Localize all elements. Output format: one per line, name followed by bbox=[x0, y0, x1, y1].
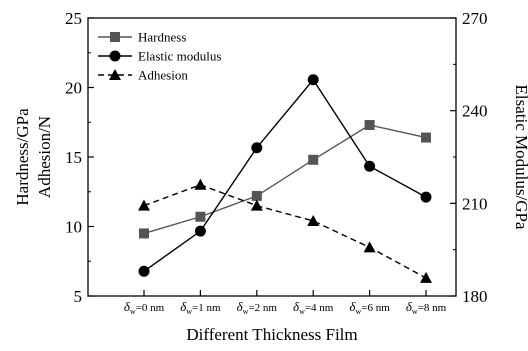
x-tick-label: δw=6 nm bbox=[349, 299, 390, 316]
x-tick-label: δw=0 nm bbox=[124, 299, 165, 316]
data-point-adhesion bbox=[420, 271, 432, 283]
x-tick-value: =1 nm bbox=[192, 302, 221, 314]
data-point-hardness bbox=[308, 154, 319, 165]
x-tick-subscript: w bbox=[243, 307, 249, 316]
x-tick-value: =2 nm bbox=[248, 302, 277, 314]
series-line-adhesion bbox=[143, 184, 427, 279]
legend-marker-elastic-modulus bbox=[109, 50, 121, 62]
x-tick-value: =0 nm bbox=[136, 302, 165, 314]
series-line-hardness bbox=[143, 124, 427, 235]
x-tick-subscript: w bbox=[130, 307, 136, 316]
data-point-elastic-modulus bbox=[194, 225, 206, 237]
x-tick-label: δw=4 nm bbox=[293, 299, 334, 316]
x-tick-label: δw=2 nm bbox=[237, 299, 278, 316]
left-tick-label: 10 bbox=[65, 218, 82, 237]
x-tick-value: =6 nm bbox=[361, 302, 390, 314]
data-point-adhesion bbox=[307, 214, 320, 226]
right-tick-label: 270 bbox=[462, 9, 488, 28]
left-axis-title-hardness: Hardness/GPa bbox=[13, 108, 32, 206]
x-tick-subscript: w bbox=[186, 307, 192, 316]
data-point-adhesion bbox=[363, 241, 376, 253]
left-axis-title-adhesion: Adhesion/N bbox=[35, 116, 54, 198]
x-tick-symbol: δ bbox=[124, 299, 131, 314]
legend-label-elastic-modulus: Elastic modulus bbox=[138, 49, 221, 64]
series-line-elastic-modulus bbox=[143, 78, 427, 272]
legend-label-adhesion: Adhesion bbox=[138, 68, 188, 83]
left-tick-label: 5 bbox=[74, 287, 83, 306]
right-tick-label: 210 bbox=[462, 194, 488, 213]
legend-marker-hardness bbox=[110, 32, 120, 42]
x-tick-label: δw=1 nm bbox=[180, 299, 221, 316]
right-tick-label: 180 bbox=[462, 287, 488, 306]
left-tick-label: 20 bbox=[65, 79, 82, 98]
x-tick-subscript: w bbox=[299, 307, 305, 316]
x-axis-title: Different Thickness Film bbox=[186, 325, 357, 344]
data-point-adhesion bbox=[138, 199, 150, 211]
data-point-hardness bbox=[139, 228, 149, 239]
data-point-elastic-modulus bbox=[251, 142, 263, 154]
x-tick-value: =8 nm bbox=[418, 302, 447, 314]
legend-label-hardness: Hardness bbox=[138, 30, 186, 45]
data-point-adhesion bbox=[194, 178, 207, 190]
data-point-adhesion bbox=[250, 199, 263, 211]
x-tick-symbol: δ bbox=[406, 299, 413, 314]
x-tick-subscript: w bbox=[412, 307, 418, 316]
x-tick-subscript: w bbox=[355, 307, 361, 316]
legend-marker-adhesion bbox=[109, 69, 121, 80]
data-point-elastic-modulus bbox=[307, 74, 319, 86]
right-axis-title: Elsatic Modulus/GPa bbox=[512, 85, 528, 230]
data-point-hardness bbox=[251, 190, 262, 201]
data-point-elastic-modulus bbox=[364, 160, 376, 172]
data-point-hardness bbox=[195, 211, 206, 222]
x-tick-label: δw=8 nm bbox=[406, 299, 447, 316]
left-tick-label: 25 bbox=[65, 9, 82, 28]
x-tick-symbol: δ bbox=[237, 299, 244, 314]
x-tick-symbol: δ bbox=[293, 299, 300, 314]
data-point-elastic-modulus bbox=[138, 265, 150, 277]
left-tick-label: 15 bbox=[65, 148, 82, 167]
data-point-hardness bbox=[364, 120, 375, 131]
x-tick-symbol: δ bbox=[180, 299, 187, 314]
x-tick-symbol: δ bbox=[349, 299, 356, 314]
right-tick-label: 240 bbox=[462, 102, 488, 121]
x-tick-value: =4 nm bbox=[305, 302, 334, 314]
data-point-elastic-modulus bbox=[420, 191, 432, 203]
data-point-hardness bbox=[421, 132, 431, 143]
